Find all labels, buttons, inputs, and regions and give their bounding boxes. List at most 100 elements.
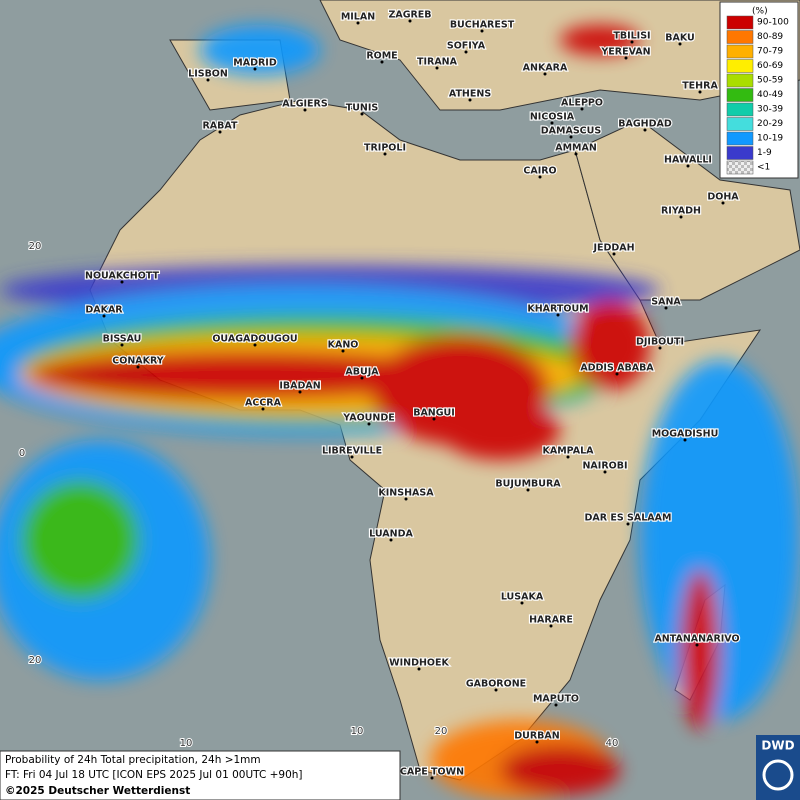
city-dot [574,152,578,156]
city-label: NAIROBI [582,461,627,472]
city-dot [389,538,393,542]
city-dot [253,67,257,71]
city-dot [554,703,558,707]
city-label: KHARTOUM [527,304,588,315]
legend-swatch [726,44,754,59]
city-dot [468,98,472,102]
footer-title: Probability of 24h Total precipitation, … [5,754,261,766]
footer-box [0,750,401,800]
city-label: LUANDA [369,529,413,540]
logo: DWD [756,735,800,800]
legend-label: 50-59 [757,76,783,86]
city-dot [520,601,524,605]
grid-label: 20 [435,726,448,737]
city-label: KINSHASA [378,488,434,499]
city-label: LISBON [188,69,228,80]
city-dot [350,455,354,459]
city-dot [206,78,210,82]
city-dot [683,438,687,442]
city-dot [538,175,542,179]
grid-label: 0 [19,448,25,459]
city-label: HARARE [529,615,573,626]
city-dot [253,343,257,347]
legend-swatch [726,102,754,117]
city-label: ROME [366,51,397,62]
legend-label: 70-79 [757,47,783,57]
city-label: TBILISI [613,31,650,42]
city-dot [356,21,360,25]
city-dot [526,488,530,492]
city-label: ALEPPO [561,98,603,109]
city-dot [404,497,408,501]
city-label: NICOSIA [530,112,575,123]
grid-labels: 20 0 20 10 10 20 40 [18,240,620,750]
city-label: BAKU [665,33,695,44]
city-dot [549,624,553,628]
city-label: MOGADISHU [652,429,719,440]
city-label: ANKARA [523,63,568,74]
legend-label: 10-19 [757,134,783,144]
city-label: DAMASCUS [541,126,602,137]
city-dot [360,112,364,116]
legend-label: 60-69 [757,61,783,71]
city-label: IBADAN [279,381,320,392]
footer: Probability of 24h Total precipitation, … [0,750,401,800]
legend-label: 40-49 [757,90,783,100]
legend-label: 30-39 [757,105,783,115]
city-label: ZAGREB [388,10,431,21]
city-label: KANO [328,340,359,351]
grid-label: 20 [29,655,42,666]
city-dot [630,40,634,44]
city-label: ATHENS [449,89,491,100]
city-label: MADRID [233,58,277,69]
legend-swatch [726,59,754,73]
city-dot [612,252,616,256]
city-label: KAMPALA [542,446,594,457]
legend-label: 1-9 [757,148,772,158]
legend-label: 80-89 [757,32,783,42]
city-dot [298,390,302,394]
city-label: MILAN [341,12,375,23]
legend-swatch [726,160,754,175]
city-dot [556,313,560,317]
city-dot [686,164,690,168]
legend-swatch [726,131,754,146]
precipitation [0,25,800,800]
city-dot [430,776,434,780]
city-label: ADDIS ABABA [580,363,654,374]
city-dot [303,108,307,112]
city-label: DAKAR [85,305,123,316]
city-label: DAR ES SALAAM [585,513,672,524]
city-dot [218,130,222,134]
city-label: NOUAKCHOTT [85,271,159,282]
city-label: HAWALLI [664,155,712,166]
city-dot [698,90,702,94]
grid-label: 40 [606,738,619,749]
city-dot [615,372,619,376]
city-label: LUSAKA [501,592,544,603]
city-dot [120,343,124,347]
city-dot [580,107,584,111]
city-dot [380,60,384,64]
legend-swatch [726,30,754,44]
legend-label: 90-100 [757,18,789,28]
city-dot [603,470,607,474]
city-dot [367,422,371,426]
city-dot [695,643,699,647]
city-dot [120,280,124,284]
city-label: SOFIYA [447,41,486,52]
logo-swirl [762,759,794,791]
city-label: LIBREVILLE [322,446,382,457]
city-dot [383,152,387,156]
legend: (%) 90-100 80-89 70-79 60-69 50-59 40-49 30-39… [719,1,799,179]
city-dot [566,455,570,459]
city-labels: MILAN ZAGREB BUCHAREST SOFIYA ROME TIRANA ANKA… [84,8,741,780]
city-label: CONAKRY [112,356,164,367]
city-dot [408,19,412,23]
city-label: TRIPOLI [364,143,406,154]
legend-label: <1 [757,163,770,173]
grid-label: 10 [351,726,364,737]
legend-swatch [726,146,754,160]
city-label: RABAT [202,121,238,132]
city-label: BUCHAREST [450,20,515,31]
